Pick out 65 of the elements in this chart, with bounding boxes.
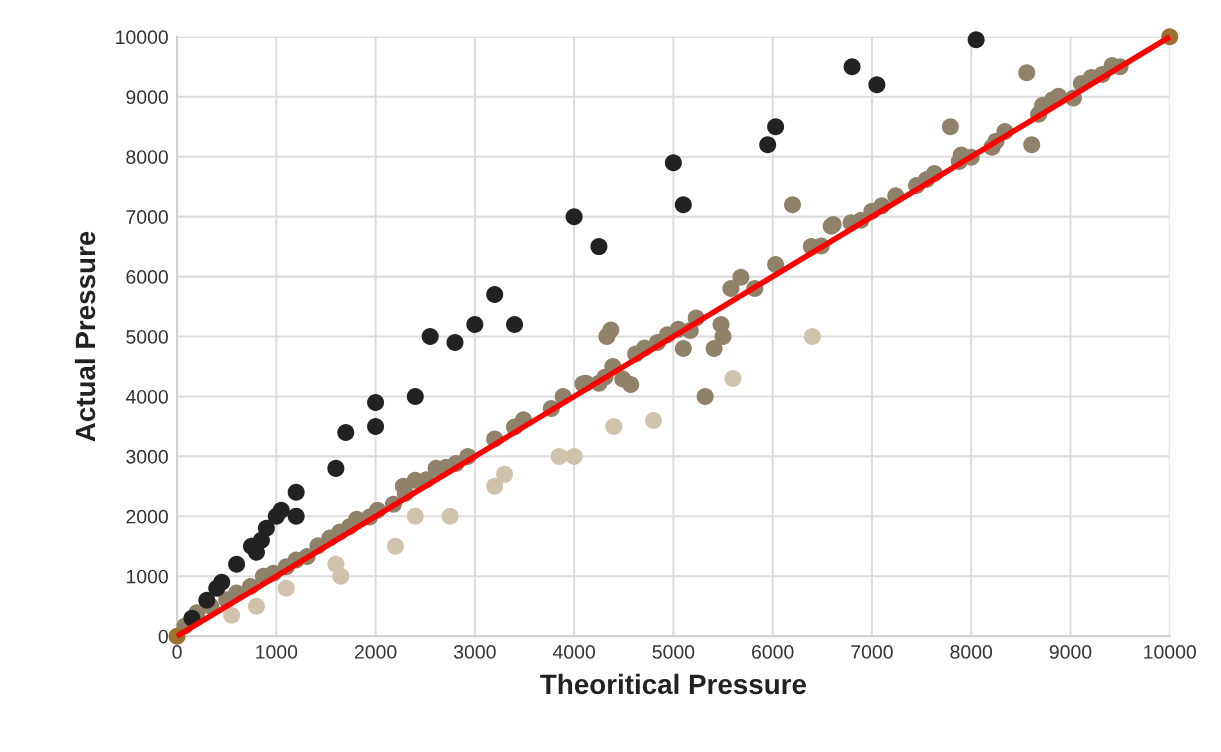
x-tick-label: 0 [172,645,182,659]
x-axis-title: Theoritical Pressure [540,673,806,695]
y-tick-label: 0 [158,629,168,644]
point [332,567,350,585]
y-tick-label: 9000 [126,90,168,105]
point [486,286,504,304]
x-tick-label: 4000 [552,645,595,659]
y-tick-label: 6000 [126,270,168,284]
y-tick-label: 3000 [126,449,168,464]
x-tick-label: 7000 [851,645,893,659]
y-tick-label: 2000 [126,509,168,524]
point [506,316,524,334]
point [277,579,295,597]
point [386,537,404,555]
point [550,447,568,465]
x-tick-label: 8000 [950,645,993,659]
point [337,423,355,441]
point [367,393,385,411]
y-tick-label: 7000 [126,210,168,224]
point [645,411,663,429]
point [486,477,504,495]
point [767,118,785,136]
point [674,196,692,214]
y-tick-label: 5000 [126,329,168,344]
point [367,417,385,435]
y-tick-label: 10000 [116,30,168,45]
point [868,76,886,94]
point [759,136,777,154]
point [223,606,241,624]
point [198,591,216,609]
point [565,208,583,226]
point [406,387,424,405]
x-tick-label: 10000 [1144,645,1196,659]
point [441,507,459,525]
x-tick-label: 2000 [354,645,397,659]
point [228,555,246,573]
point [406,507,424,525]
x-tick-label: 1000 [256,645,298,659]
x-tick-label: 6000 [752,645,794,659]
x-tick-label: 5000 [652,645,695,659]
point [247,597,265,615]
point [843,58,861,76]
point [590,238,608,256]
point [803,328,821,346]
y-tick-label: 1000 [126,569,168,584]
x-tick-label: 9000 [1049,645,1092,659]
point [287,483,305,501]
y-tick-label: 4000 [125,389,168,404]
point [605,417,623,435]
point [257,519,275,537]
point [287,507,305,525]
y-tick-label: 8000 [126,150,168,164]
point [213,573,231,591]
point [446,334,464,352]
point [466,316,484,334]
y-axis-title: Actual Pressure [74,231,96,442]
x-tick-label: 3000 [453,645,496,659]
point [496,465,514,483]
point [421,328,439,346]
point [327,459,345,477]
point [967,31,985,49]
point [565,447,583,465]
point [272,501,290,519]
point [664,154,682,172]
point [724,369,742,387]
